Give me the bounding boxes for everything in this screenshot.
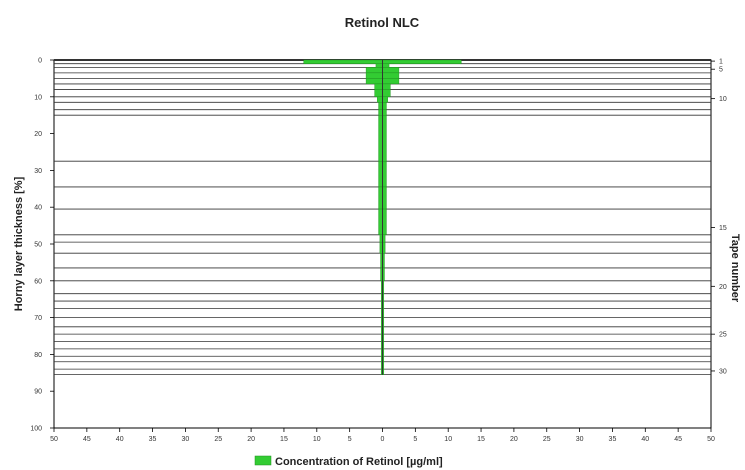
x-tick-label: 15 <box>280 436 288 443</box>
x-tick-label: 40 <box>641 436 649 443</box>
y-axis-label: Horny layer thickness [%] <box>13 176 25 311</box>
y-tick-label: 50 <box>34 242 42 249</box>
y2-tick-label: 1 <box>719 59 723 66</box>
chart-title: Retinol NLC <box>345 15 420 30</box>
x-tick-label: 25 <box>214 436 222 443</box>
legend-label: Concentration of Retinol [µg/ml] <box>275 456 443 468</box>
legend: Concentration of Retinol [µg/ml] <box>254 455 443 468</box>
x-tick-label: 45 <box>674 436 682 443</box>
x-tick-label: 35 <box>149 436 157 443</box>
y-tick-label: 100 <box>30 426 42 433</box>
x-tick-label: 5 <box>348 436 352 443</box>
x-tick-label: 50 <box>707 436 715 443</box>
y2-tick-label: 10 <box>719 96 727 103</box>
y-tick-label: 40 <box>34 205 42 212</box>
x-tick-label: 45 <box>83 436 91 443</box>
y2-tick-label: 20 <box>719 284 727 291</box>
y2-tick-label: 30 <box>719 368 727 375</box>
x-tick-label: 30 <box>576 436 584 443</box>
x-tick-label: 20 <box>247 436 255 443</box>
x-tick-label: 10 <box>313 436 321 443</box>
y-tick-label: 20 <box>34 131 42 138</box>
y-tick-label: 80 <box>34 352 42 359</box>
x-tick-label: 30 <box>182 436 190 443</box>
x-axis-ticks: 50 45 40 35 30 25 20 15 10 5 0 5 10 15 20 25 30 35 40 45 50 <box>50 428 715 443</box>
legend-swatch <box>254 455 272 466</box>
y2-axis-label: Tape number <box>729 234 741 303</box>
y-tick-label: 30 <box>34 168 42 175</box>
x-tick-label: 10 <box>444 436 452 443</box>
x-tick-label: 0 <box>381 436 385 443</box>
y-tick-label: 60 <box>34 278 42 285</box>
x-tick-label: 5 <box>413 436 417 443</box>
y-tick-label: 70 <box>34 315 42 322</box>
x-tick-label: 50 <box>50 436 58 443</box>
x-tick-label: 40 <box>116 436 124 443</box>
x-tick-label: 25 <box>543 436 551 443</box>
y-tick-label: 90 <box>34 389 42 396</box>
x-tick-label: 35 <box>609 436 617 443</box>
y-axis-ticks: 0 10 20 30 40 50 60 70 80 90 100 <box>30 58 54 433</box>
y2-axis-ticks: 15 10 15 20 25 30 <box>711 59 727 375</box>
y-tick-label: 0 <box>38 58 42 65</box>
x-tick-label: 15 <box>477 436 485 443</box>
y2-tick-label: 15 <box>719 225 727 232</box>
y-tick-label: 10 <box>34 94 42 101</box>
y2-tick-label: 5 <box>719 67 723 74</box>
x-tick-label: 20 <box>510 436 518 443</box>
y2-tick-label: 25 <box>719 332 727 339</box>
